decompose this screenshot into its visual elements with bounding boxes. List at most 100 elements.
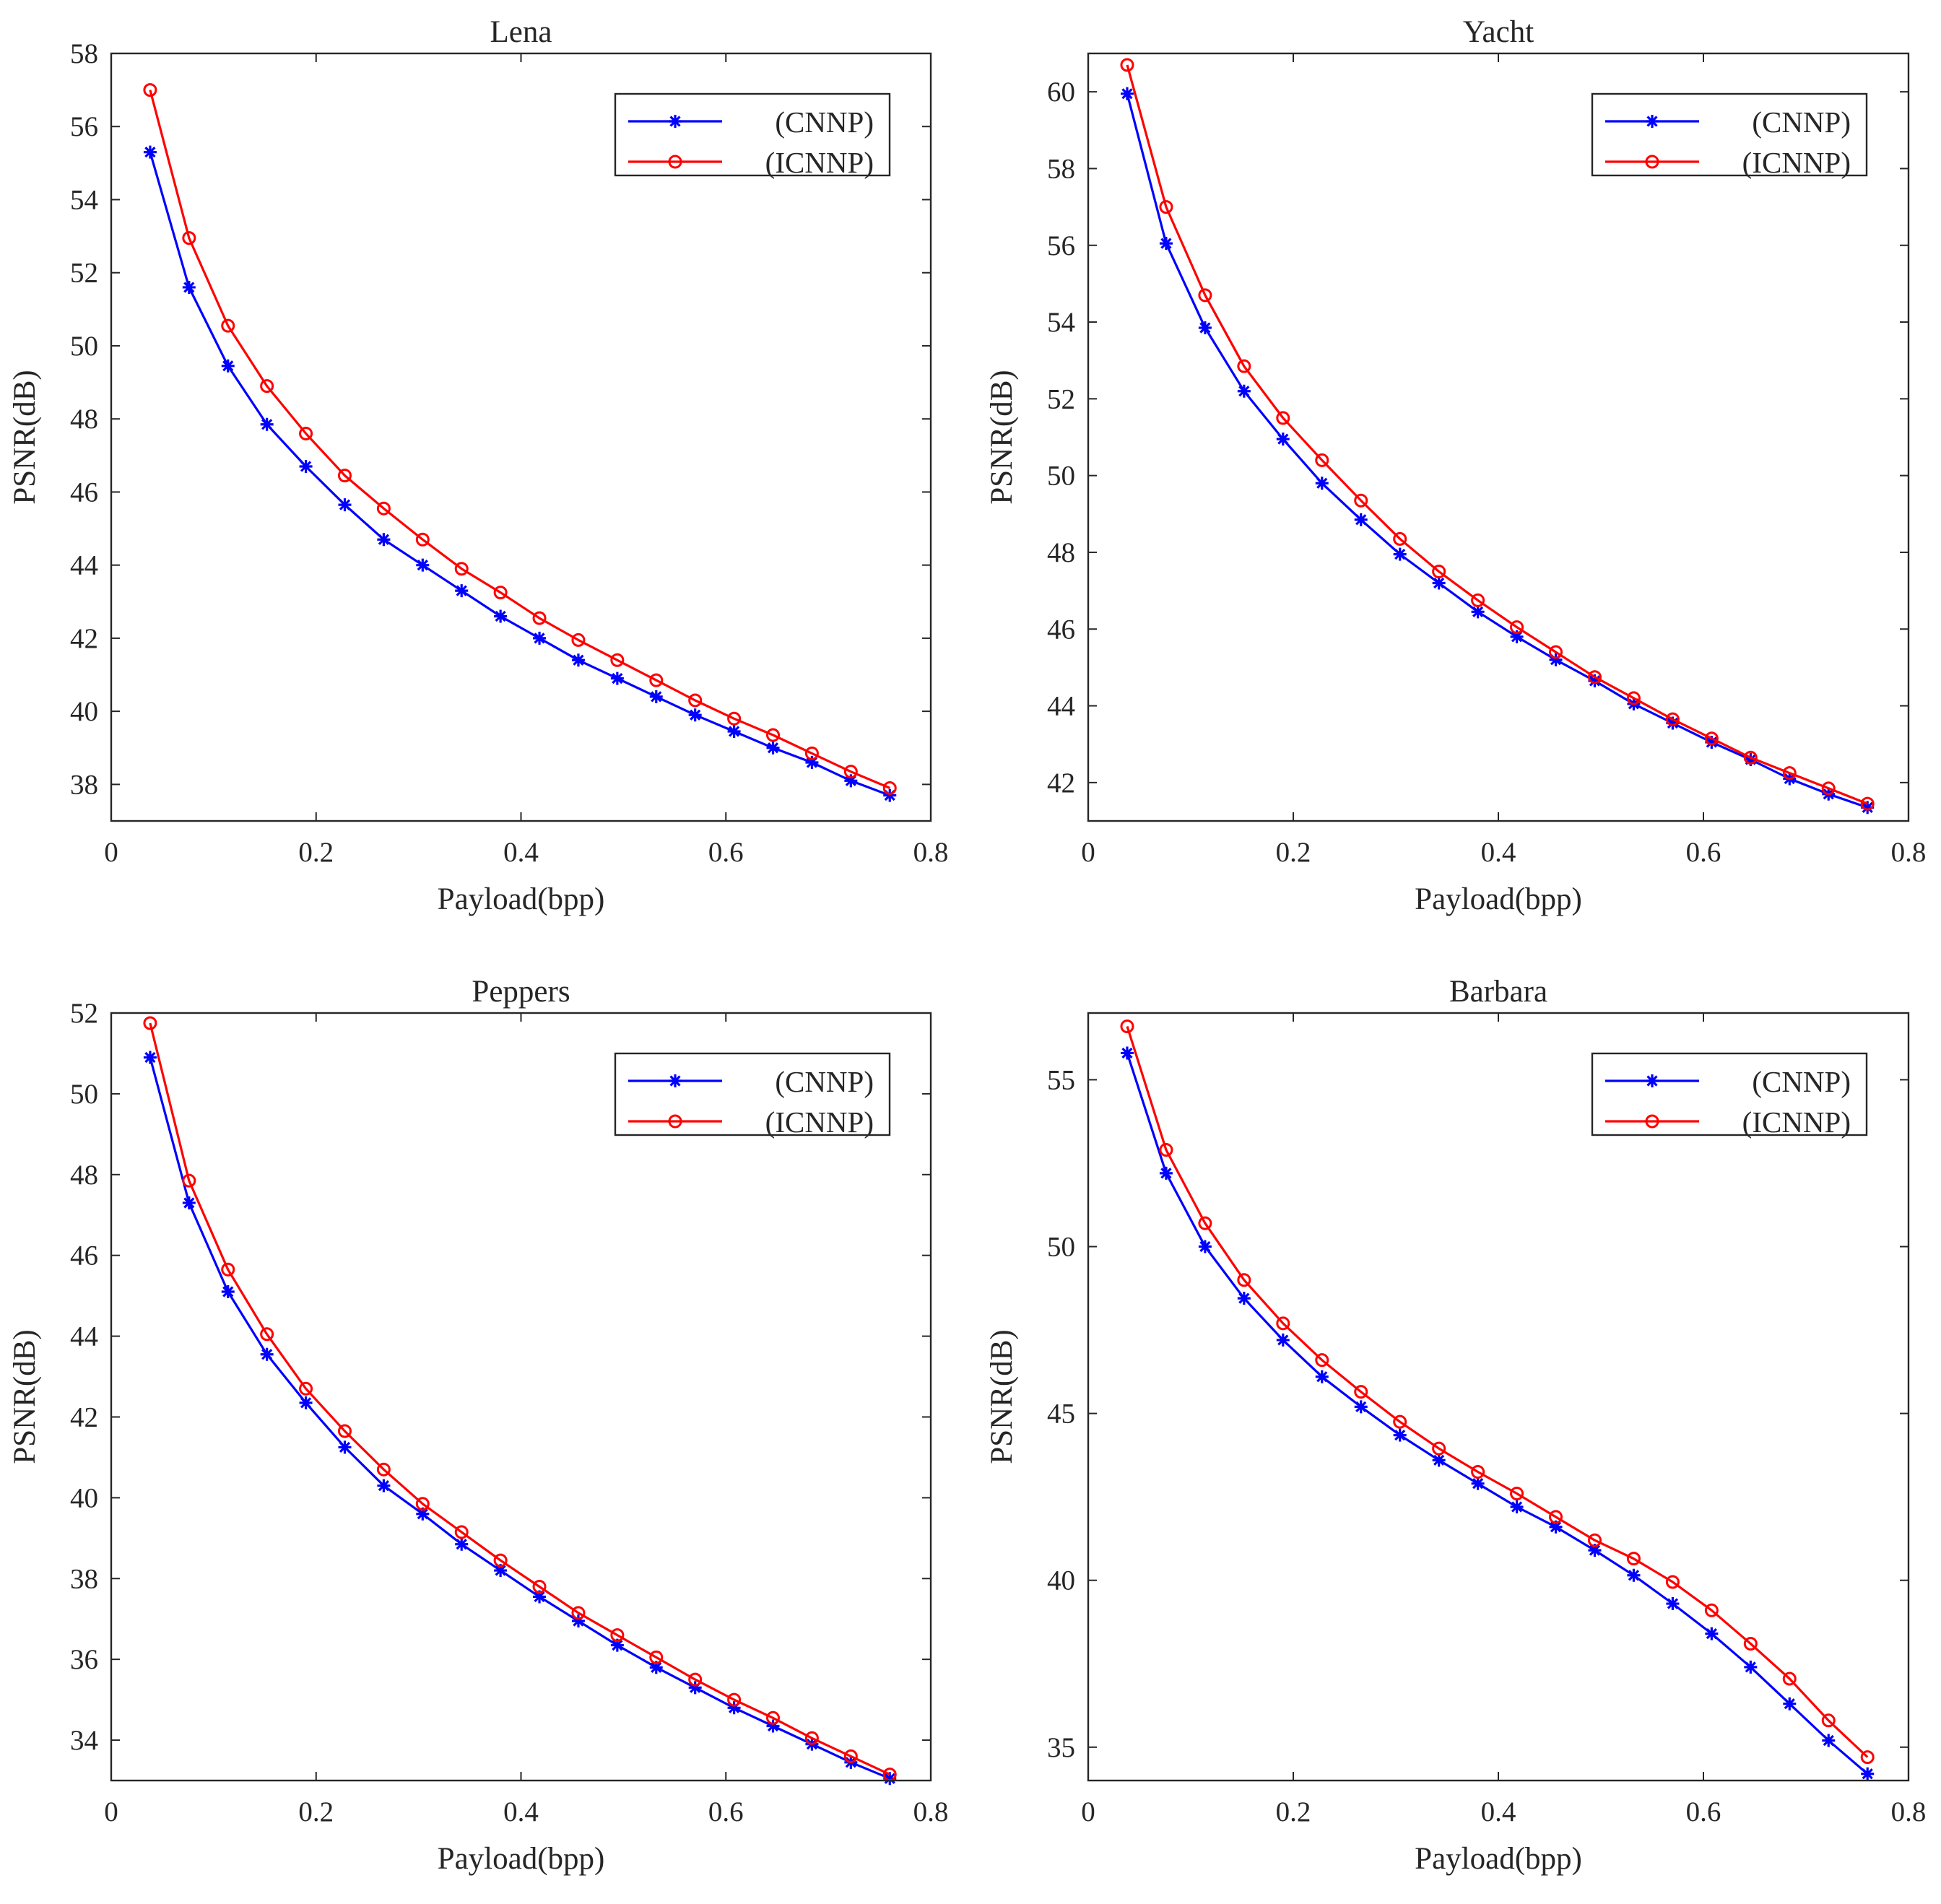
y-tick-label: 48: [1047, 537, 1075, 568]
legend-item-cnnp: (CNNP): [628, 105, 874, 139]
data-point: [1276, 1333, 1290, 1347]
data-point: [415, 1497, 430, 1511]
data-point: [1510, 1487, 1524, 1501]
data-point: [221, 318, 235, 333]
x-tick-label: 0: [104, 1796, 118, 1827]
data-point: [1198, 321, 1212, 335]
y-tick-label: 34: [70, 1725, 98, 1756]
data-point: [610, 653, 625, 667]
legend-marker: [669, 1074, 682, 1087]
data-point: [221, 359, 235, 373]
data-point: [883, 788, 897, 802]
y-axis-label: PSNR(dB): [985, 370, 1019, 504]
data-point: [1549, 653, 1563, 666]
data-point: [337, 469, 352, 483]
y-tick-label: 54: [1047, 307, 1075, 338]
data-point: [1821, 781, 1836, 796]
data-point: [1665, 712, 1680, 726]
data-point: [299, 459, 313, 473]
x-tick-label: 0: [104, 837, 118, 868]
data-point: [1861, 1767, 1875, 1781]
data-point: [1159, 1142, 1173, 1157]
data-point: [143, 1051, 157, 1064]
x-tick-label: 0.2: [298, 837, 334, 868]
data-point: [1432, 576, 1446, 590]
data-point: [882, 781, 897, 795]
y-tick-label: 50: [1047, 1232, 1075, 1263]
legend-label: (ICNNP): [1742, 146, 1851, 179]
data-point: [260, 379, 274, 394]
data-point: [1315, 1370, 1329, 1383]
data-point: [1588, 1544, 1602, 1557]
legend-item-icnnp: (ICNNP): [628, 146, 874, 179]
plot-area: [111, 53, 931, 821]
data-point: [455, 1537, 469, 1551]
data-point: [1783, 1697, 1797, 1710]
data-point: [376, 1462, 391, 1477]
data-point: [1393, 1428, 1407, 1442]
data-point: [1821, 1713, 1836, 1728]
data-point: [571, 1606, 586, 1620]
data-point: [260, 1347, 274, 1361]
data-point: [649, 690, 663, 703]
data-point: [532, 611, 547, 625]
axes-box: [110, 1012, 932, 1782]
x-axis-label: Payload(bpp): [438, 1842, 605, 1876]
data-point: [1120, 1019, 1134, 1033]
x-tick-label: 0.4: [503, 837, 539, 868]
data-point: [571, 653, 585, 667]
data-point: [1627, 1568, 1641, 1582]
series-line: [149, 1057, 890, 1780]
legend-label: (ICNNP): [1742, 1105, 1851, 1139]
data-point: [1354, 493, 1368, 508]
data-point: [494, 1564, 508, 1578]
x-tick-label: 0: [1081, 837, 1095, 868]
data-point: [1276, 432, 1290, 446]
data-point: [1432, 1441, 1446, 1456]
data-point: [688, 708, 702, 722]
legend-marker: [668, 1114, 682, 1129]
series-cnnp: [1120, 1046, 1875, 1781]
y-tick-label: 35: [1047, 1732, 1075, 1763]
legend-label: (CNNP): [1752, 1065, 1851, 1098]
x-tick-label: 0.2: [298, 1796, 334, 1827]
x-tick-label: 0.6: [1686, 1796, 1721, 1827]
data-point: [182, 1173, 196, 1188]
series-line: [149, 90, 890, 789]
data-point: [1743, 750, 1758, 765]
legend: (CNNP) (ICNNP): [614, 1052, 891, 1139]
legend-marker: [1645, 155, 1659, 169]
data-point: [1704, 1603, 1719, 1617]
data-point: [727, 711, 742, 726]
chart-title: Peppers: [472, 975, 570, 1009]
data-point: [1782, 1672, 1797, 1686]
y-tick-label: 52: [70, 998, 98, 1029]
legend-marker: [1645, 1114, 1659, 1129]
axes-box: [1087, 1012, 1910, 1782]
data-point: [455, 584, 469, 598]
data-point: [1587, 670, 1602, 684]
data-point: [1549, 645, 1563, 659]
data-point: [1744, 752, 1758, 766]
data-point: [1198, 1216, 1212, 1230]
x-axis-label: Payload(bpp): [1415, 882, 1582, 916]
data-point: [1860, 796, 1875, 811]
data-point: [1354, 1400, 1368, 1414]
data-point: [610, 1628, 625, 1643]
data-point: [805, 756, 819, 770]
series-line: [149, 1022, 890, 1776]
chart-title: Barbara: [1449, 975, 1547, 1009]
axes-box: [110, 52, 932, 822]
series-line: [1126, 64, 1868, 805]
legend-label: (ICNNP): [765, 1105, 874, 1139]
data-point: [416, 1507, 430, 1521]
y-tick-label: 42: [1047, 768, 1075, 799]
data-point: [1860, 1750, 1875, 1765]
x-tick-label: 0.4: [1481, 1796, 1516, 1827]
data-point: [1237, 359, 1251, 373]
data-point: [1666, 716, 1680, 730]
data-point: [766, 1719, 780, 1733]
chart-panel-peppers: 0 0.2 0.4 0.6 0.8 34 36 38 40 42 44 46 48 50 52 Peppers…: [8, 975, 948, 1876]
chart-panel-yacht: 0 0.2 0.4 0.6 0.8 42 44 46 48 50 52 54 56 58 60 Yacht Pa…: [985, 15, 1926, 916]
